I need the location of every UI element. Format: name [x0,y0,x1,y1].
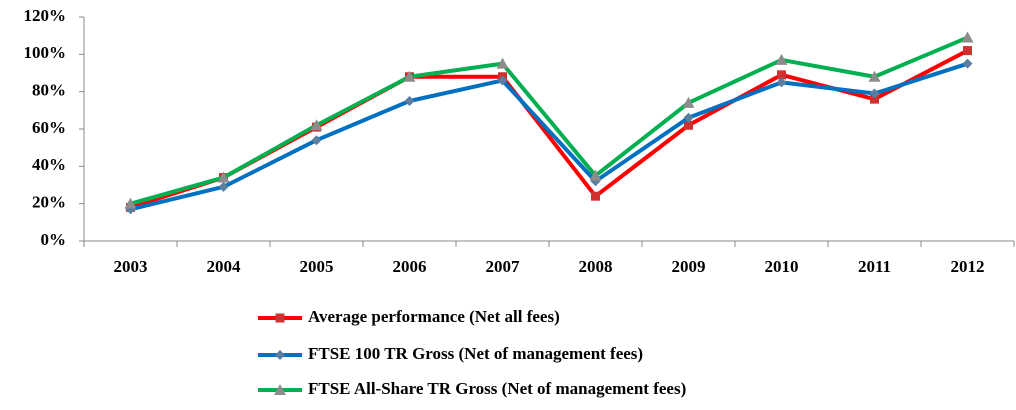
marker [274,384,286,395]
marker [497,75,508,86]
marker [775,53,788,65]
legend-label: Average performance (Net all fees) [308,307,560,326]
marker [589,169,602,181]
marker [777,70,786,80]
marker [962,58,973,69]
x-tick-label: 2004 [207,257,242,276]
marker [275,313,285,323]
y-tick-label: 80% [32,81,66,100]
marker [496,57,509,69]
x-tick-label: 2009 [672,257,706,276]
marker [870,94,879,104]
x-tick-label: 2010 [765,257,799,276]
series-line [129,35,969,206]
x-tick-label: 2007 [486,257,521,276]
y-tick-label: 40% [32,155,66,174]
legend-label: FTSE All-Share TR Gross (Net of manageme… [308,379,686,398]
marker [868,70,881,82]
legend-label: FTSE 100 TR Gross (Net of management fee… [308,344,643,363]
x-tick-label: 2011 [858,257,891,276]
y-tick-label: 120% [24,6,67,25]
marker [963,46,972,56]
marker [684,120,693,130]
x-tick-label: 2012 [951,257,985,276]
marker [776,77,787,88]
marker [869,88,880,99]
y-tick-label: 60% [32,118,66,137]
y-tick-label: 100% [24,43,67,62]
marker [217,171,230,183]
marker [403,70,416,82]
marker [591,191,600,201]
marker [124,197,137,209]
marker [682,96,695,108]
series-line [130,61,969,212]
marker [311,135,322,146]
marker [683,112,694,123]
marker [275,350,285,360]
y-tick-label: 20% [32,193,66,212]
marker [218,181,229,192]
x-tick-label: 2003 [114,257,148,276]
x-tick-label: 2005 [300,257,334,276]
x-tick-label: 2008 [579,257,613,276]
marker [310,119,323,131]
x-tick-label: 2006 [393,257,427,276]
y-tick-label: 0% [41,230,67,249]
marker [961,31,974,43]
marker [404,96,415,106]
